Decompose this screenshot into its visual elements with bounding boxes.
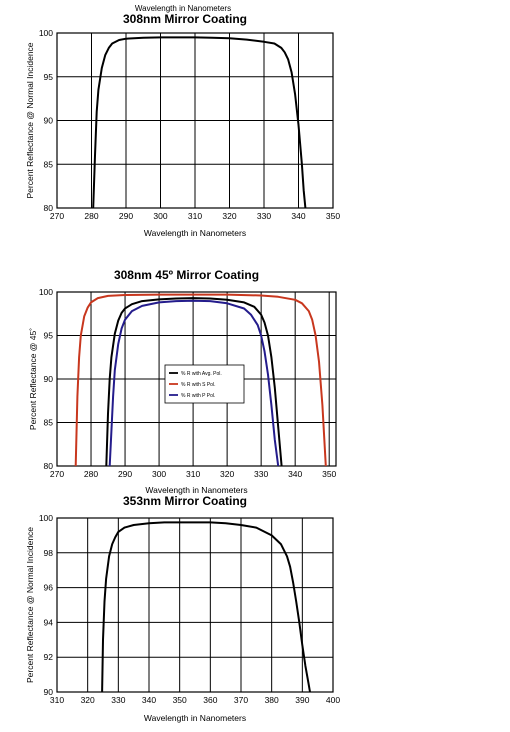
chart-top-caption: Wavelength in Nanometers bbox=[135, 4, 231, 13]
chart-title: 308nm Mirror Coating bbox=[123, 12, 247, 26]
x-axis-label: Wavelength in Nanometers bbox=[145, 485, 247, 495]
x-tick-label: 320 bbox=[81, 695, 95, 705]
y-axis-label: Percent Reflectance @ Normal Incidence bbox=[25, 42, 35, 198]
plot-frame bbox=[56, 291, 337, 467]
chart-title: 308nm 45º Mirror Coating bbox=[114, 268, 259, 282]
x-tick-label: 340 bbox=[142, 695, 156, 705]
x-tick-label: 290 bbox=[118, 469, 132, 479]
x-tick-label: 380 bbox=[265, 695, 279, 705]
x-tick-label: 400 bbox=[326, 695, 340, 705]
series-line-0 bbox=[92, 36, 307, 209]
x-tick-label: 270 bbox=[50, 469, 64, 479]
x-tick-label: 310 bbox=[186, 469, 200, 479]
x-tick-label: 300 bbox=[152, 469, 166, 479]
x-tick-label: 390 bbox=[295, 695, 309, 705]
y-tick-label: 90 bbox=[44, 687, 54, 697]
plot-frame bbox=[56, 32, 334, 209]
x-tick-label: 310 bbox=[50, 695, 64, 705]
x-tick-label: 310 bbox=[188, 211, 202, 221]
x-tick-label: 340 bbox=[288, 469, 302, 479]
x-tick-label: 320 bbox=[220, 469, 234, 479]
plot-frame bbox=[56, 517, 334, 693]
y-tick-label: 90 bbox=[44, 116, 54, 126]
x-tick-label: 320 bbox=[222, 211, 236, 221]
y-tick-label: 95 bbox=[44, 331, 54, 341]
y-tick-label: 96 bbox=[44, 583, 54, 593]
x-tick-label: 360 bbox=[203, 695, 217, 705]
y-tick-label: 80 bbox=[44, 203, 54, 213]
x-axis-label: Wavelength in Nanometers bbox=[144, 713, 246, 723]
y-axis-label: Percent Reflectance @ Normal Incidence bbox=[25, 527, 35, 683]
legend-label: % R with S Pol. bbox=[181, 382, 215, 388]
y-tick-label: 100 bbox=[39, 287, 53, 297]
series-line-1 bbox=[74, 293, 327, 467]
series-line-0 bbox=[101, 521, 311, 693]
x-tick-label: 330 bbox=[257, 211, 271, 221]
y-tick-label: 80 bbox=[44, 461, 54, 471]
x-tick-label: 350 bbox=[326, 211, 340, 221]
y-tick-label: 98 bbox=[44, 548, 54, 558]
y-axis-label: Percent Reflectance @ 45˚ bbox=[28, 328, 38, 430]
x-tick-label: 270 bbox=[50, 211, 64, 221]
x-tick-label: 340 bbox=[291, 211, 305, 221]
x-tick-label: 330 bbox=[111, 695, 125, 705]
legend-label: % R with P Pol. bbox=[181, 393, 215, 399]
x-tick-label: 280 bbox=[84, 469, 98, 479]
y-tick-label: 85 bbox=[44, 418, 54, 428]
x-tick-label: 330 bbox=[254, 469, 268, 479]
x-axis-label: Wavelength in Nanometers bbox=[144, 228, 246, 238]
x-tick-label: 350 bbox=[173, 695, 187, 705]
y-tick-label: 94 bbox=[44, 617, 54, 627]
y-tick-label: 85 bbox=[44, 159, 54, 169]
chart-title: 353nm Mirror Coating bbox=[123, 494, 247, 508]
x-tick-label: 290 bbox=[119, 211, 133, 221]
legend-label: % R with Avg. Pol. bbox=[181, 371, 222, 377]
y-tick-label: 90 bbox=[44, 374, 54, 384]
y-tick-label: 92 bbox=[44, 652, 54, 662]
y-tick-label: 100 bbox=[39, 28, 53, 38]
x-tick-label: 280 bbox=[84, 211, 98, 221]
series-line-2 bbox=[108, 299, 280, 467]
x-tick-label: 370 bbox=[234, 695, 248, 705]
y-tick-label: 95 bbox=[44, 72, 54, 82]
y-tick-label: 100 bbox=[39, 513, 53, 523]
x-tick-label: 350 bbox=[322, 469, 336, 479]
x-tick-label: 300 bbox=[153, 211, 167, 221]
series-line-0 bbox=[105, 297, 283, 467]
legend-box bbox=[164, 364, 245, 404]
